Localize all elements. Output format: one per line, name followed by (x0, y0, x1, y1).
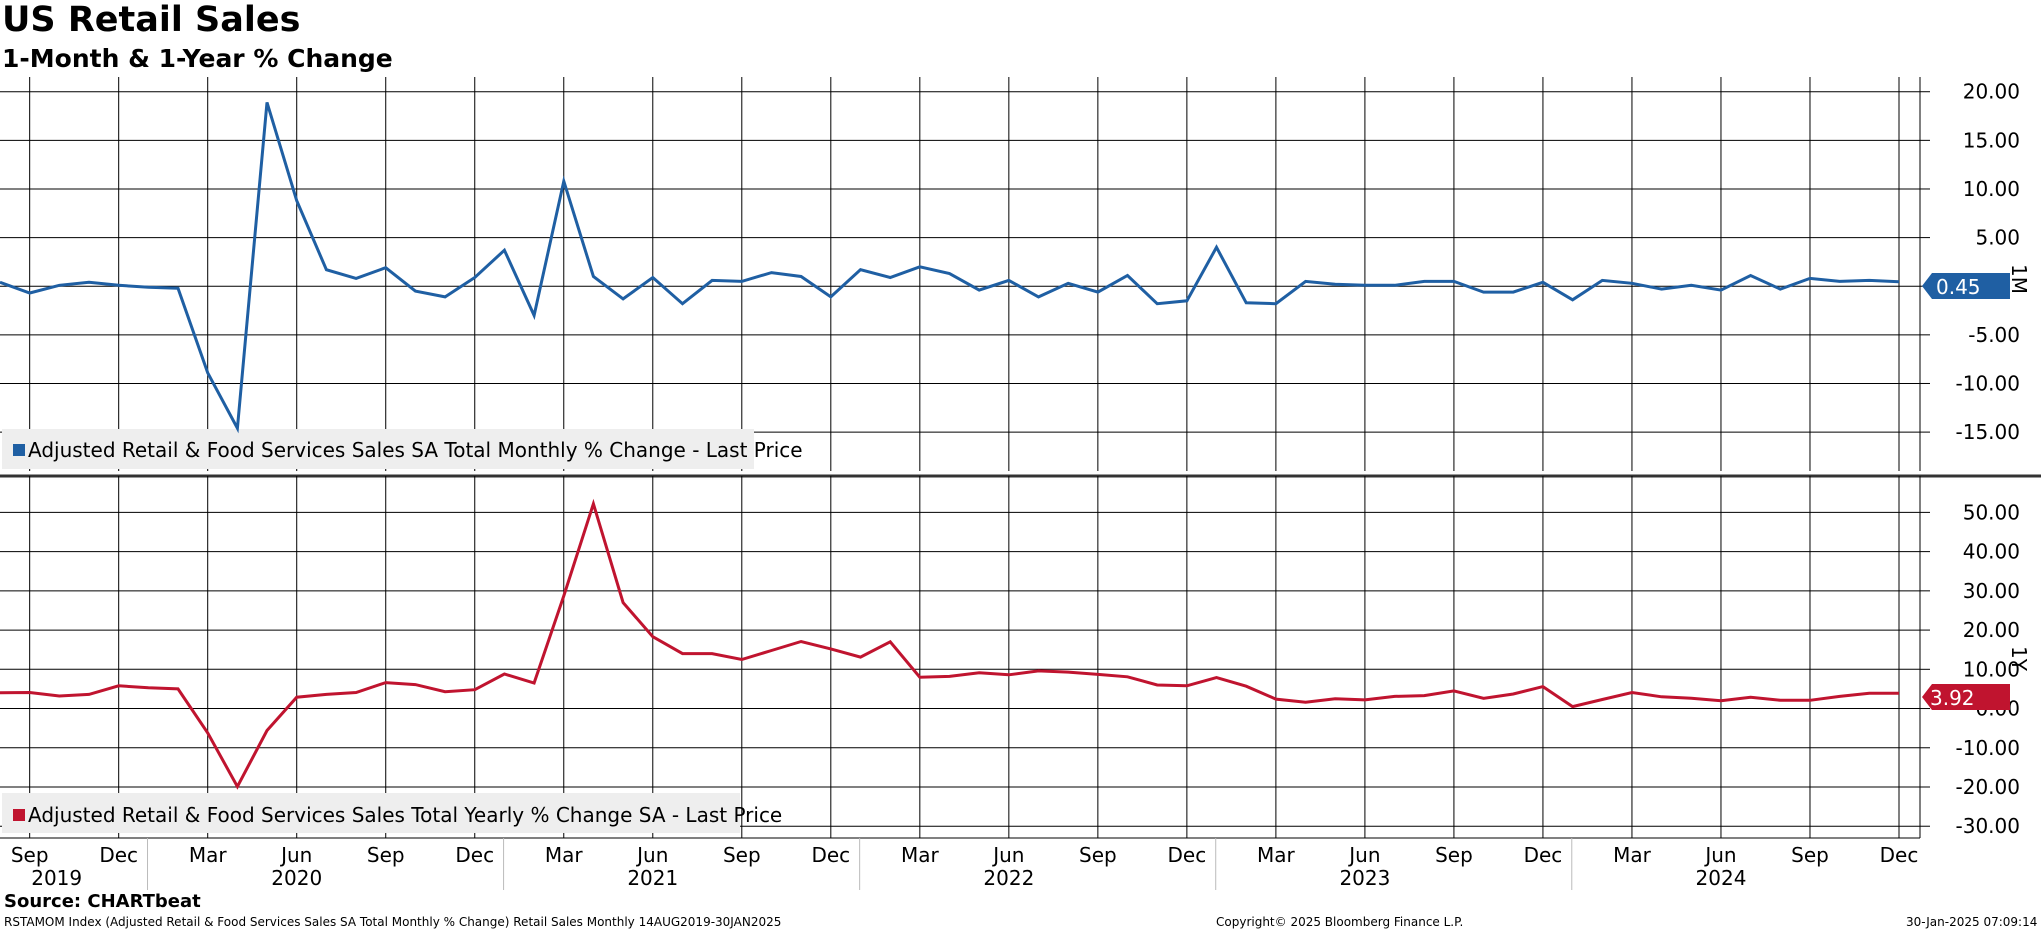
last-value-tag-yearly (1922, 684, 2010, 710)
x-tick-year: 2023 (1339, 866, 1390, 890)
x-tick-month: Sep (1435, 843, 1473, 867)
x-tick-month: Dec (99, 843, 138, 867)
grid-top (0, 77, 1920, 471)
legend-yearly: Adjusted Retail & Food Services Sales To… (28, 803, 782, 827)
x-tick-month: Dec (1168, 843, 1207, 867)
legend-bg-monthly (2, 429, 754, 469)
x-tick-month: Mar (189, 843, 228, 867)
x-tick-month: Sep (11, 843, 49, 867)
legend-bg-yearly (2, 793, 740, 833)
footer-index-description: RSTAMOM Index (Adjusted Retail & Food Se… (4, 915, 782, 929)
x-tick-month: Mar (1257, 843, 1296, 867)
x-tick-year: 2020 (271, 866, 322, 890)
y-tick-label: 5.00 (1975, 226, 2020, 250)
grid-bottom (0, 476, 1920, 838)
y-tick-label: 15.00 (1963, 128, 2020, 152)
x-tick-year: 2019 (31, 866, 82, 890)
x-tick-month: Dec (1880, 843, 1919, 867)
footer-copyright: Copyright© 2025 Bloomberg Finance L.P. (1216, 915, 1464, 929)
series-yearly (0, 498, 1900, 790)
series-monthly (0, 101, 1900, 434)
y-axis-top: 20.00 15.00 10.00 5.00 -5.00 -10.00 -15.00 (1919, 77, 2020, 471)
x-tick-month: Jun (279, 843, 312, 867)
x-tick-month: Jun (1347, 843, 1380, 867)
x-tick-month: Dec (455, 843, 494, 867)
y-tick-label: 10.00 (1963, 177, 2020, 201)
x-tick-month: Mar (901, 843, 940, 867)
y-tick-label: 30.00 (1963, 579, 2020, 603)
y-tick-label: -10.00 (1956, 736, 2020, 760)
x-tick-month: Sep (367, 843, 405, 867)
x-tick-month: Sep (723, 843, 761, 867)
x-tick-month: Sep (1079, 843, 1117, 867)
y-tick-label: -5.00 (1968, 323, 2020, 347)
y-axis-bottom: 50.0040.0030.0020.0010.000.00-10.00-20.0… (1919, 476, 2020, 838)
legend-monthly: Adjusted Retail & Food Services Sales SA… (28, 438, 803, 462)
series-line-1Y (0, 498, 1899, 790)
y-tick-label: -15.00 (1956, 420, 2020, 444)
y-tick-label: -20.00 (1956, 775, 2020, 799)
x-tick-year: 2024 (1696, 866, 1747, 890)
x-tick-month: Mar (1613, 843, 1652, 867)
x-tick-month: Jun (635, 843, 668, 867)
last-value-tag-monthly (1922, 273, 2010, 299)
last-value-monthly: 0.45 (1936, 275, 1981, 299)
x-tick-year: 2021 (627, 866, 678, 890)
y-tick-label: 40.00 (1963, 540, 2020, 564)
x-tick-month: Jun (1703, 843, 1736, 867)
y-tick-label: 10.00 (1963, 657, 2020, 681)
page-title: US Retail Sales (2, 0, 301, 40)
source-label: Source: CHARTbeat (4, 891, 201, 912)
y-tick-label: 20.00 (1963, 80, 2020, 104)
x-tick-month: Dec (811, 843, 850, 867)
panel-label-1y: 1Y (2007, 646, 2031, 672)
panel-label-1m: 1M (2007, 264, 2031, 294)
y-tick-label: 20.00 (1963, 618, 2020, 642)
y-tick-label: -10.00 (1956, 371, 2020, 395)
x-tick-year: 2022 (983, 866, 1034, 890)
x-tick-month: Sep (1791, 843, 1829, 867)
y-tick-label: -30.00 (1956, 814, 2020, 838)
x-tick-month: Jun (991, 843, 1024, 867)
legend-swatch-monthly (13, 444, 25, 456)
x-tick-month: Dec (1524, 843, 1563, 867)
legend-swatch-yearly (13, 809, 25, 821)
page-subtitle: 1-Month & 1-Year % Change (2, 44, 393, 73)
y-tick-label: 50.00 (1963, 500, 2020, 524)
x-tick-month: Mar (545, 843, 584, 867)
last-value-yearly: 3.92 (1930, 686, 1975, 710)
x-axis: Sep Dec Mar Jun Sep Dec Mar Jun Sep Dec Mar Jun Sep D… (0, 837, 1920, 890)
footer-timestamp: 30-Jan-2025 07:09:14 (1906, 915, 2038, 929)
series-line-1M (0, 101, 1900, 434)
